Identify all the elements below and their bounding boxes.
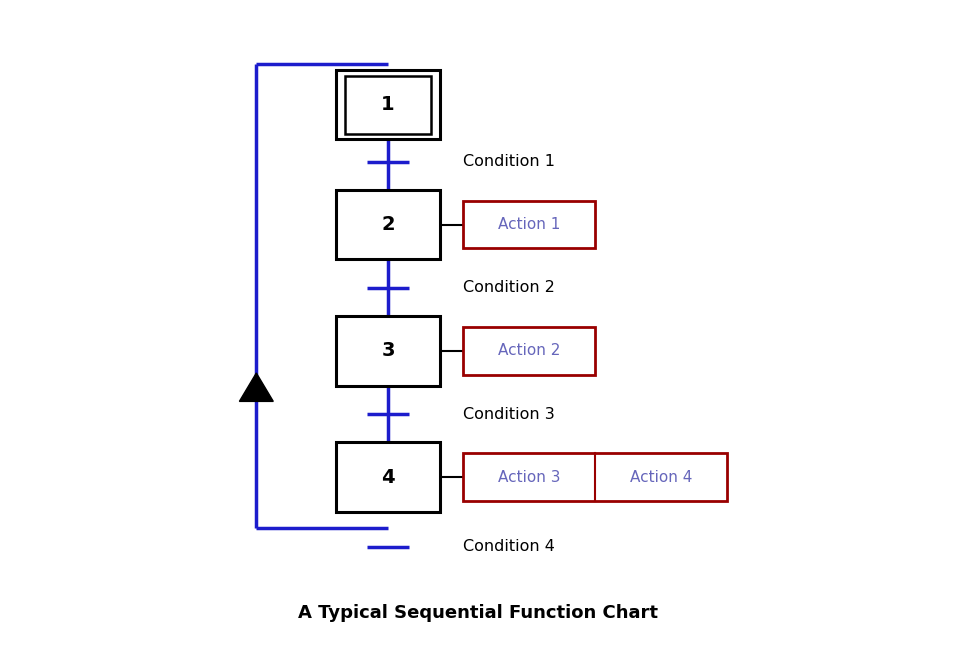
Text: Action 1: Action 1 — [499, 217, 561, 232]
Text: A Typical Sequential Function Chart: A Typical Sequential Function Chart — [298, 604, 657, 622]
Text: 3: 3 — [381, 341, 394, 361]
Polygon shape — [240, 373, 273, 401]
Bar — [336, 442, 440, 512]
Text: Action 4: Action 4 — [630, 470, 692, 484]
Bar — [336, 70, 440, 139]
Text: Condition 1: Condition 1 — [463, 154, 556, 169]
Text: Condition 3: Condition 3 — [463, 406, 555, 422]
Bar — [345, 75, 432, 134]
Text: Condition 2: Condition 2 — [463, 281, 555, 295]
Text: Condition 4: Condition 4 — [463, 539, 555, 554]
Bar — [336, 190, 440, 259]
Text: Action 3: Action 3 — [498, 470, 561, 484]
Text: 1: 1 — [381, 95, 395, 114]
Text: Action 2: Action 2 — [499, 343, 561, 359]
Bar — [336, 316, 440, 386]
Bar — [463, 327, 595, 375]
Text: 2: 2 — [381, 215, 395, 234]
Bar — [463, 453, 727, 501]
Bar — [463, 201, 595, 248]
Text: 4: 4 — [381, 468, 395, 486]
